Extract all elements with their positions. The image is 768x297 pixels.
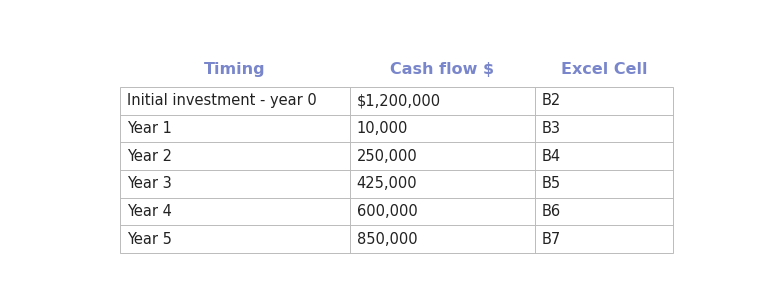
Text: B5: B5 <box>542 176 561 191</box>
Text: 250,000: 250,000 <box>356 148 418 164</box>
Text: Year 3: Year 3 <box>127 176 172 191</box>
Text: B4: B4 <box>542 148 561 164</box>
Text: B6: B6 <box>542 204 561 219</box>
Text: Cash flow $: Cash flow $ <box>390 62 495 77</box>
Text: Timing: Timing <box>204 62 266 77</box>
Text: Year 4: Year 4 <box>127 204 172 219</box>
Text: Year 2: Year 2 <box>127 148 172 164</box>
Text: B2: B2 <box>542 93 561 108</box>
Text: B7: B7 <box>542 232 561 247</box>
Text: Initial investment - year 0: Initial investment - year 0 <box>127 93 316 108</box>
Text: B3: B3 <box>542 121 561 136</box>
Text: Year 1: Year 1 <box>127 121 172 136</box>
Bar <box>120 87 674 253</box>
Text: 600,000: 600,000 <box>356 204 418 219</box>
Text: Year 5: Year 5 <box>127 232 172 247</box>
Text: 10,000: 10,000 <box>356 121 408 136</box>
Text: $1,200,000: $1,200,000 <box>356 93 441 108</box>
Text: 425,000: 425,000 <box>356 176 417 191</box>
Text: 850,000: 850,000 <box>356 232 417 247</box>
Text: Excel Cell: Excel Cell <box>561 62 647 77</box>
